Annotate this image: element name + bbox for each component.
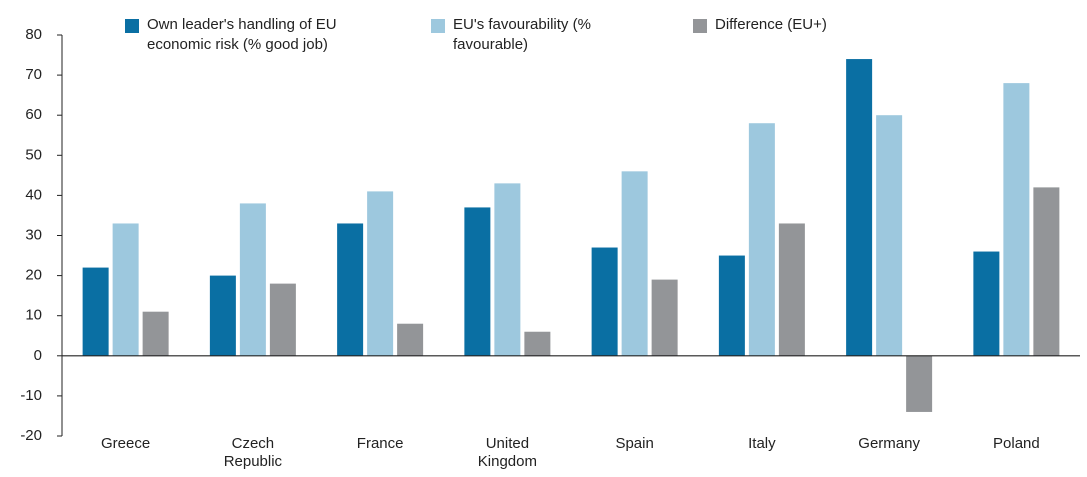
bar	[778, 223, 805, 356]
y-tick-label: 0	[34, 347, 42, 364]
legend-label: EU's favourability (% favourable)	[453, 16, 591, 53]
y-tick-label: -20	[20, 427, 42, 444]
bar	[973, 251, 1000, 356]
y-tick-label: 20	[25, 267, 42, 284]
y-tick-label: 70	[25, 66, 42, 83]
y-tick-label: 60	[25, 106, 42, 123]
x-tick-label: Czech Republic	[223, 435, 283, 470]
y-tick-label: 50	[25, 146, 42, 163]
legend-label: Own leader's handling of EU economic ris…	[147, 16, 337, 53]
x-tick-label: Spain	[615, 435, 654, 452]
bar	[718, 255, 745, 356]
bar	[906, 355, 933, 412]
bar	[1003, 83, 1030, 356]
legend-label: Difference (EU+)	[715, 16, 827, 33]
bar	[748, 123, 775, 356]
bar	[1033, 187, 1060, 356]
bar	[651, 279, 678, 356]
y-tick-label: -10	[20, 387, 42, 404]
legend-swatch	[693, 19, 707, 33]
x-tick-label: United Kingdom	[477, 435, 537, 470]
bar	[209, 275, 236, 356]
bar	[524, 331, 551, 356]
bar	[591, 247, 618, 356]
bar	[112, 223, 139, 356]
y-tick-label: 40	[25, 186, 42, 203]
bar	[367, 191, 394, 356]
bar	[269, 283, 296, 356]
y-tick-label: 10	[25, 307, 42, 324]
x-tick-label: Italy	[748, 435, 776, 452]
x-tick-label: Poland	[993, 435, 1040, 452]
bar	[494, 183, 521, 356]
bar	[82, 267, 109, 356]
x-tick-label: Germany	[858, 435, 920, 452]
legend-swatch	[125, 19, 139, 33]
x-tick-label: Greece	[101, 435, 151, 452]
y-tick-label: 80	[25, 26, 42, 43]
bar	[239, 203, 266, 356]
bar	[621, 171, 648, 356]
legend-swatch	[431, 19, 445, 33]
bar	[876, 115, 903, 356]
bar	[142, 311, 169, 356]
bar	[397, 323, 424, 356]
bar	[464, 207, 491, 356]
bar	[846, 59, 873, 356]
y-tick-label: 30	[25, 226, 42, 243]
x-tick-label: France	[356, 435, 404, 452]
bar	[337, 223, 364, 356]
